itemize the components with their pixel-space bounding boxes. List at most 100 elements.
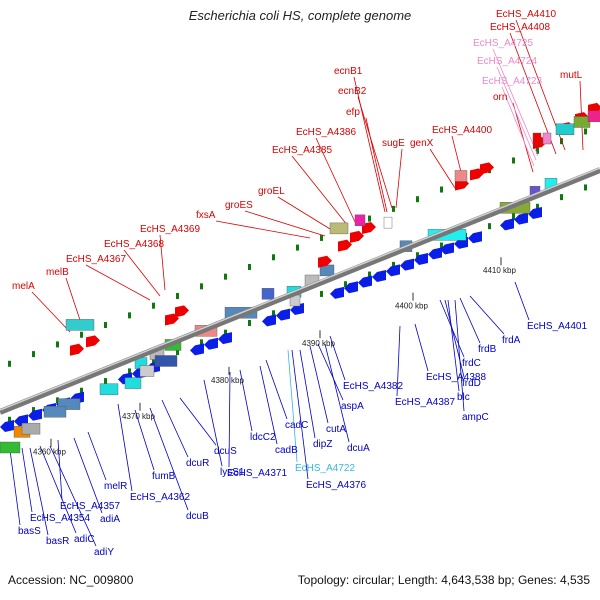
leader-line <box>447 299 460 392</box>
leader-line <box>287 349 298 463</box>
track-dot <box>224 329 227 336</box>
leader-line <box>459 297 481 344</box>
gene-label: EcHS_A4367 <box>66 254 126 265</box>
gene-arrow <box>86 335 100 348</box>
gene-label: mutL <box>560 70 583 81</box>
gene-features <box>0 102 600 454</box>
kbp-tick-label: 4390 kbp <box>302 339 335 348</box>
gene-arrow <box>400 258 414 271</box>
gene-label: groES <box>225 200 253 211</box>
gene-box <box>139 365 155 377</box>
track-dot <box>440 242 443 249</box>
leader-line <box>309 345 329 424</box>
track-dot <box>536 147 539 154</box>
leader-line <box>496 66 537 161</box>
gene-label: basR <box>46 536 69 547</box>
gene-arrow <box>440 242 454 255</box>
gene-arrow <box>330 286 344 299</box>
track-dot <box>536 203 539 210</box>
leader-line <box>265 359 288 420</box>
leader-line <box>239 369 253 432</box>
gene-arrow <box>350 230 364 243</box>
leader-line <box>87 431 107 481</box>
gene-label: EcHS_A4385 <box>272 145 332 156</box>
leader-line <box>65 277 83 327</box>
track-dot <box>272 254 275 261</box>
gene-arrow <box>175 305 189 318</box>
track-dot <box>296 244 299 251</box>
gene-arrow <box>262 314 276 327</box>
leader-line <box>21 447 33 513</box>
track-dot <box>128 368 131 375</box>
track-dot <box>8 360 11 367</box>
track-dot <box>584 128 587 135</box>
leader-line <box>469 295 505 335</box>
backbone-line <box>0 167 600 415</box>
gene-label: lysS1 <box>220 467 245 478</box>
kbp-ticks: 4360 kbp 4370 kbp 4380 kbp 4390 kbp 4400 kbp… <box>33 257 516 457</box>
track-dot <box>152 358 155 365</box>
gene-label: cutA <box>326 424 346 435</box>
leader-line <box>73 437 103 514</box>
gene-label: fumB <box>152 471 176 482</box>
track-dot <box>248 263 251 270</box>
track-dot <box>224 273 227 280</box>
gene-arrow <box>276 308 290 321</box>
gene-labels: melA melB EcHS_A4367 EcHS_A4368 EcHS_A4369 fx… <box>12 9 587 558</box>
leader-line <box>123 249 161 297</box>
gene-label: efp <box>346 107 360 118</box>
track-dot <box>392 261 395 268</box>
gene-label: dipZ <box>313 439 332 450</box>
leader-line <box>49 445 97 547</box>
gene-label: adiC <box>74 534 95 545</box>
track-dot <box>80 331 83 338</box>
kbp-tick-label: 4360 kbp <box>33 448 66 457</box>
leader-line <box>299 349 316 439</box>
gene-arrow <box>0 420 14 432</box>
leader-line <box>244 210 326 237</box>
gene-label: dcuB <box>186 511 209 522</box>
track-dot <box>56 397 59 404</box>
gene-label: EcHS_A4723 <box>482 76 542 87</box>
gene-arrow <box>428 247 442 260</box>
leader-line <box>31 291 71 333</box>
gene-box <box>124 377 142 389</box>
gene-box <box>555 123 575 135</box>
track-dot <box>344 281 347 288</box>
track-dot <box>368 271 371 278</box>
gene-label: ampC <box>462 412 489 423</box>
gene-box <box>21 422 41 435</box>
gene-arrow <box>372 269 386 282</box>
gene-label: EcHS_A4400 <box>432 125 492 136</box>
gene-box <box>354 214 366 227</box>
kbp-tick-label: 4380 kbp <box>211 376 244 385</box>
gene-arrow <box>70 343 84 356</box>
leader-line <box>444 299 465 378</box>
track-dot <box>56 341 59 348</box>
gene-label: cadC <box>285 420 308 431</box>
gene-box <box>454 170 468 182</box>
gene-arrow <box>28 408 42 421</box>
track-dot <box>80 387 83 394</box>
gene-label: EcHS_A4376 <box>306 480 366 491</box>
leader-line <box>454 299 465 412</box>
gene-label: EcHS_A4387 <box>395 397 455 408</box>
gene-box <box>57 398 81 410</box>
gene-label: adiY <box>94 547 114 558</box>
leader-line <box>492 48 539 157</box>
track-dot <box>584 184 587 191</box>
leader-line <box>395 148 403 209</box>
leader-line <box>149 407 189 511</box>
tick-dots <box>8 128 587 423</box>
kbp-tick-label: 4400 kbp <box>395 302 428 311</box>
gene-label: frdC <box>462 358 481 369</box>
gene-label: cadB <box>275 445 298 456</box>
gene-arrow <box>386 264 400 277</box>
track-dot <box>488 223 491 230</box>
gene-arrow <box>480 162 494 175</box>
gene-arrow <box>528 207 542 220</box>
track-dot <box>104 378 107 385</box>
gene-label: EcHS_A4408 <box>490 22 550 33</box>
gene-label: EcHS_A4354 <box>30 513 90 524</box>
